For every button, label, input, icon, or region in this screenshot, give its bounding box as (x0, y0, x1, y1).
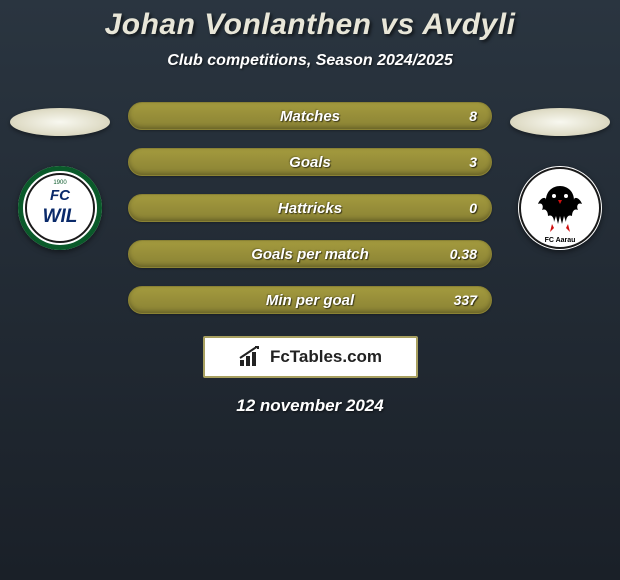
stat-label: Goals (289, 154, 331, 171)
brand-text: FcTables.com (270, 347, 382, 367)
stat-bar: Goals 3 (128, 148, 492, 176)
svg-text:WIL: WIL (43, 206, 78, 227)
svg-text:FC: FC (50, 187, 71, 204)
right-column: FC Aarau (510, 98, 610, 250)
club-logo-wil: FC WIL 1900 (18, 166, 102, 250)
stat-bar: Goals per match 0.38 (128, 240, 492, 268)
page-title: Johan Vonlanthen vs Avdyli (105, 8, 516, 42)
stat-label: Goals per match (251, 246, 369, 263)
root: Johan Vonlanthen vs Avdyli Club competit… (0, 0, 620, 416)
date-text: 12 november 2024 (236, 396, 383, 416)
stat-label: Hattricks (278, 200, 342, 217)
stat-bar: Min per goal 337 (128, 286, 492, 314)
stat-bar: Hattricks 0 (128, 194, 492, 222)
brand-box[interactable]: FcTables.com (203, 336, 418, 378)
player-slot-left (10, 108, 110, 136)
left-column: FC WIL 1900 (10, 98, 110, 250)
stat-bar: Matches 8 (128, 102, 492, 130)
brand-chart-icon (238, 346, 264, 368)
svg-text:1900: 1900 (53, 180, 67, 186)
stats-column: Matches 8 Goals 3 Hattricks 0 Goals per match 0… (110, 102, 510, 314)
stat-value-right: 0 (469, 200, 477, 216)
player-slot-right (510, 108, 610, 136)
stat-label: Min per goal (266, 292, 354, 309)
club-logo-aarau: FC Aarau (518, 166, 602, 250)
subtitle: Club competitions, Season 2024/2025 (167, 52, 452, 70)
main-row: FC WIL 1900 Matches 8 Goals 3 Hattricks 0 Goal… (0, 98, 620, 314)
svg-text:FC Aarau: FC Aarau (545, 237, 576, 244)
stat-value-right: 8 (469, 108, 477, 124)
stat-value-right: 3 (469, 154, 477, 170)
club-badge-left: FC WIL 1900 (18, 166, 102, 250)
stat-value-right: 0.38 (450, 246, 477, 262)
club-badge-right: FC Aarau (518, 166, 602, 250)
stat-label: Matches (280, 108, 340, 125)
stat-value-right: 337 (454, 292, 477, 308)
